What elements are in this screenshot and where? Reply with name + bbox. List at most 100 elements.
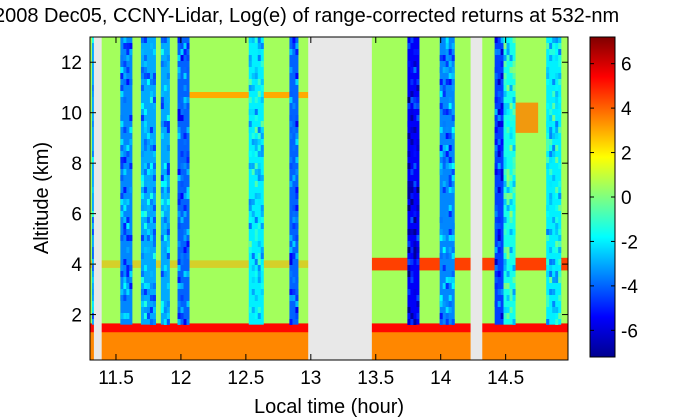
column-noise-cell (249, 109, 252, 115)
column-noise-cell (164, 265, 167, 271)
column-noise-cell (440, 127, 443, 133)
column-noise-cell (144, 79, 147, 85)
column-noise-cell (129, 115, 132, 121)
column-noise-cell (558, 73, 561, 79)
y-tick-label: 2 (71, 306, 82, 327)
column-noise-cell (413, 211, 416, 217)
column-noise-cell (440, 295, 443, 301)
column-noise-cell (120, 145, 123, 151)
low-signal-column (407, 37, 419, 325)
column-noise-cell (144, 145, 147, 151)
column-noise-cell (495, 283, 498, 289)
column-noise-cell (187, 253, 190, 259)
column-noise-cell (161, 103, 164, 109)
column-noise-cell (178, 175, 181, 181)
column-noise-cell (443, 157, 446, 163)
column-noise-cell (141, 265, 144, 271)
column-noise-cell (440, 145, 443, 151)
column-noise-cell (164, 223, 167, 229)
column-noise-cell (410, 247, 413, 253)
column-noise-cell (258, 49, 261, 55)
column-noise-cell (452, 55, 455, 61)
column-noise-cell (495, 145, 498, 151)
column-noise-cell (501, 103, 504, 109)
column-noise-cell (258, 79, 261, 85)
column-noise-cell (295, 277, 298, 283)
column-noise-cell (141, 37, 144, 43)
column-noise-cell (178, 67, 181, 73)
column-noise-cell (407, 205, 410, 211)
column-noise-cell (249, 121, 252, 127)
column-noise-cell (129, 43, 132, 49)
column-noise-cell (452, 67, 455, 73)
column-noise-cell (258, 169, 261, 175)
column-noise-cell (126, 43, 129, 49)
column-noise-cell (150, 139, 153, 145)
column-noise-cell (184, 187, 187, 193)
column-noise-cell (504, 109, 507, 115)
column-noise-cell (144, 211, 147, 217)
column-noise-cell (513, 73, 516, 79)
column-noise-cell (144, 67, 147, 73)
column-noise-cell (546, 211, 549, 217)
column-noise-cell (181, 55, 184, 61)
column-noise-cell (546, 163, 549, 169)
column-noise-cell (161, 175, 164, 181)
column-noise-cell (558, 181, 561, 187)
column-noise-cell (123, 73, 126, 79)
column-noise-cell (407, 133, 410, 139)
column-noise-cell (446, 67, 449, 73)
column-noise-cell (167, 121, 170, 127)
column-noise-cell (555, 271, 558, 277)
column-noise-cell (416, 97, 419, 103)
column-noise-cell (443, 181, 446, 187)
column-noise-cell (141, 295, 144, 301)
column-noise-cell (452, 175, 455, 181)
column-noise-cell (549, 55, 552, 61)
column-noise-cell (440, 169, 443, 175)
column-noise-cell (558, 127, 561, 133)
column-noise-cell (495, 163, 498, 169)
column-noise-cell (167, 127, 170, 133)
column-noise-cell (295, 217, 298, 223)
column-noise-cell (164, 319, 167, 325)
column-noise-cell (410, 37, 413, 43)
column-noise-cell (181, 217, 184, 223)
column-noise-cell (416, 85, 419, 91)
column-noise-cell (261, 217, 264, 223)
column-noise-cell (416, 103, 419, 109)
y-tick-label: 12 (61, 53, 82, 74)
column-noise-cell (289, 163, 292, 169)
column-noise-cell (413, 247, 416, 253)
column-noise-cell (295, 295, 298, 301)
column-noise-cell (150, 49, 153, 55)
column-noise-cell (552, 217, 555, 223)
column-noise-cell (289, 295, 292, 301)
column-noise-cell (153, 97, 156, 103)
column-noise-cell (555, 37, 558, 43)
column-noise-cell (141, 193, 144, 199)
column-noise-cell (449, 295, 452, 301)
column-noise-cell (261, 145, 264, 151)
column-noise-cell (498, 139, 501, 145)
column-noise-cell (449, 157, 452, 163)
column-noise-cell (120, 139, 123, 145)
column-noise-cell (255, 271, 258, 277)
column-noise-cell (546, 157, 549, 163)
column-noise-cell (141, 277, 144, 283)
column-noise-cell (255, 313, 258, 319)
column-noise-cell (513, 289, 516, 295)
column-noise-cell (443, 163, 446, 169)
column-noise-cell (410, 217, 413, 223)
column-noise-cell (549, 109, 552, 115)
column-noise-cell (558, 241, 561, 247)
column-noise-cell (187, 55, 190, 61)
column-noise-cell (181, 175, 184, 181)
column-noise-cell (120, 115, 123, 121)
column-noise-cell (150, 193, 153, 199)
column-noise-cell (513, 67, 516, 73)
column-noise-cell (252, 133, 255, 139)
column-noise-cell (513, 109, 516, 115)
x-axis-label: Local time (hour) (254, 396, 404, 418)
column-noise-cell (452, 247, 455, 253)
